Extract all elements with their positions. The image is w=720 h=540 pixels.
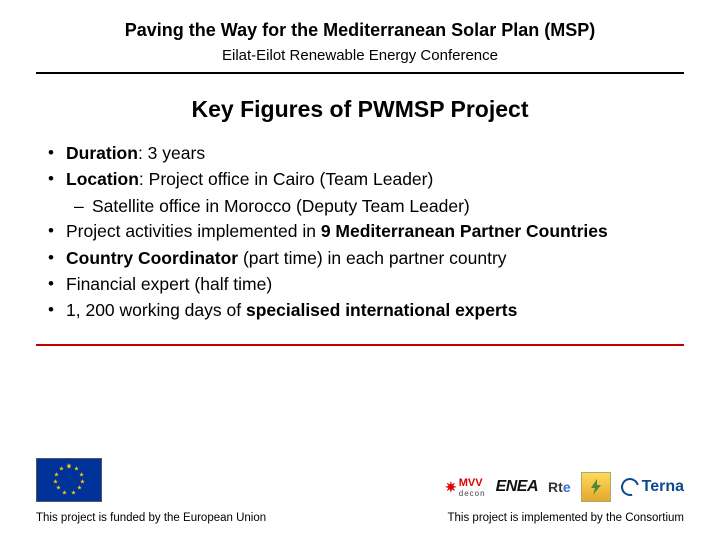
footer: ★ ★ ★ ★ ★ ★ ★ ★ ★ ★ ★ ★ ✷ MVV decon: [0, 450, 720, 540]
bolt-icon: [587, 478, 605, 496]
bullet-text: Financial expert (half time): [66, 274, 272, 294]
bullet-bold: Country Coordinator: [66, 248, 238, 268]
header-subtitle: Eilat-Eilot Renewable Energy Conference: [40, 47, 680, 64]
burst-icon: ✷: [445, 479, 457, 496]
list-item: Project activities implemented in 9 Medi…: [44, 219, 676, 244]
consortium-logos: ✷ MVV decon ENEA Rte Terna: [445, 472, 684, 502]
mvv-text: MVV: [459, 477, 483, 489]
eu-flag-icon: ★ ★ ★ ★ ★ ★ ★ ★ ★ ★ ★ ★: [36, 458, 102, 502]
bullet-text: Project activities implemented in: [66, 221, 321, 241]
logo-row-container: ★ ★ ★ ★ ★ ★ ★ ★ ★ ★ ★ ★ ✷ MVV decon: [36, 458, 684, 502]
bullet-label: Duration: [66, 143, 138, 163]
bullet-text: 1, 200 working days of: [66, 300, 246, 320]
enea-logo-icon: ENEA: [496, 478, 538, 496]
bullet-label: Location: [66, 169, 139, 189]
list-item: Duration: 3 years: [44, 141, 676, 166]
list-sub-item: Satellite office in Morocco (Deputy Team…: [44, 194, 676, 219]
bullet-text: Satellite office in Morocco (Deputy Team…: [92, 196, 470, 216]
swirl-icon: [617, 475, 642, 500]
bullet-text: : Project office in Cairo (Team Leader): [139, 169, 433, 189]
footer-right: This project is implemented by the Conso…: [448, 512, 685, 524]
divider-bottom: [36, 344, 684, 346]
main-title: Key Figures of PWMSP Project: [0, 96, 720, 123]
list-item: Financial expert (half time): [44, 272, 676, 297]
terna-text: Terna: [642, 478, 684, 496]
rte-logo-icon: Rte: [548, 479, 571, 495]
content-area: Duration: 3 years Location: Project offi…: [0, 141, 720, 324]
footer-text-row: This project is funded by the European U…: [36, 512, 684, 524]
bullet-bold: specialised international experts: [246, 300, 517, 320]
stg-logo-icon: [581, 472, 611, 502]
list-item: Country Coordinator (part time) in each …: [44, 246, 676, 271]
terna-logo-icon: Terna: [621, 478, 684, 496]
bullet-list: Duration: 3 years Location: Project offi…: [44, 141, 676, 324]
divider-top: [36, 72, 684, 74]
footer-left: This project is funded by the European U…: [36, 512, 266, 524]
mvv-sub: decon: [459, 489, 486, 498]
slide-header: Paving the Way for the Mediterranean Sol…: [0, 0, 720, 72]
bullet-text: (part time) in each partner country: [238, 248, 506, 268]
header-title: Paving the Way for the Mediterranean Sol…: [40, 20, 680, 41]
list-item: Location: Project office in Cairo (Team …: [44, 167, 676, 192]
bullet-text: : 3 years: [138, 143, 205, 163]
mvv-logo-icon: ✷ MVV decon: [445, 477, 486, 498]
bullet-bold: 9 Mediterranean Partner Countries: [321, 221, 608, 241]
eu-stars: ★ ★ ★ ★ ★ ★ ★ ★ ★ ★ ★ ★: [54, 465, 84, 495]
list-item: 1, 200 working days of specialised inter…: [44, 298, 676, 323]
